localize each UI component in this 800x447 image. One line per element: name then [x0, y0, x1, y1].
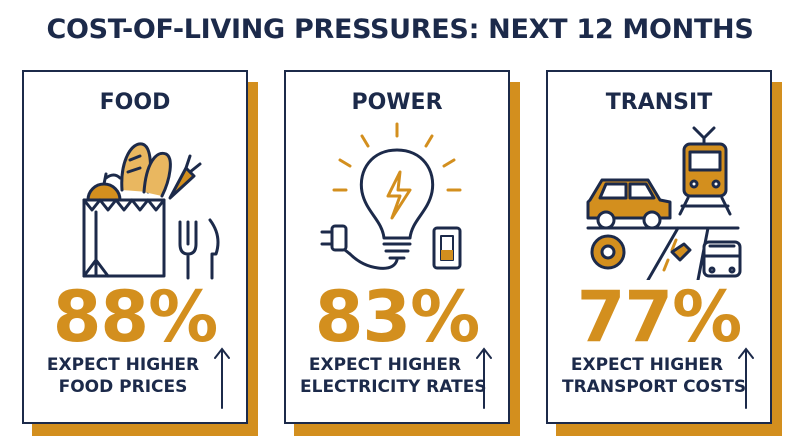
percent-value: 83% [314, 276, 481, 358]
caption: EXPECT HIGHER ELECTRICITY RATES [300, 354, 487, 398]
caption-line-1: EXPECT HIGHER [570, 355, 724, 375]
arrow-up-icon [476, 347, 492, 409]
card-frame: POWER 83% EXPEC [284, 70, 510, 424]
caption: EXPECT HIGHER FOOD PRICES [38, 354, 208, 398]
percent-value: 77% [576, 276, 743, 358]
caption-line-1: EXPECT HIGHER [308, 355, 462, 375]
card-title: FOOD [99, 90, 171, 115]
card-title: POWER [351, 90, 443, 115]
card-title: TRANSIT [605, 90, 713, 115]
page-title: COST-OF-LIVING PRESSURES: NEXT 12 MONTHS [46, 14, 754, 45]
arrow-up-icon [214, 347, 230, 409]
card-frame: FOOD [22, 70, 248, 424]
caption: EXPECT HIGHER TRANSPORT COSTS [562, 354, 747, 398]
caption-line-1: EXPECT HIGHER [46, 355, 200, 375]
light-bulb-icon [320, 122, 462, 270]
food-card: FOOD [22, 70, 258, 436]
transit-card: TRANSIT [546, 70, 782, 436]
caption-line-2: ELECTRICITY RATES [300, 377, 487, 397]
caption-line-2: TRANSPORT COSTS [562, 377, 747, 397]
grocery-bag-icon [82, 142, 220, 280]
caption-line-2: FOOD PRICES [58, 377, 188, 397]
arrow-up-icon [738, 347, 754, 409]
transport-icon [586, 126, 742, 280]
power-card: POWER 83% EXPEC [284, 70, 520, 436]
card-frame: TRANSIT [546, 70, 772, 424]
percent-value: 88% [52, 276, 219, 358]
